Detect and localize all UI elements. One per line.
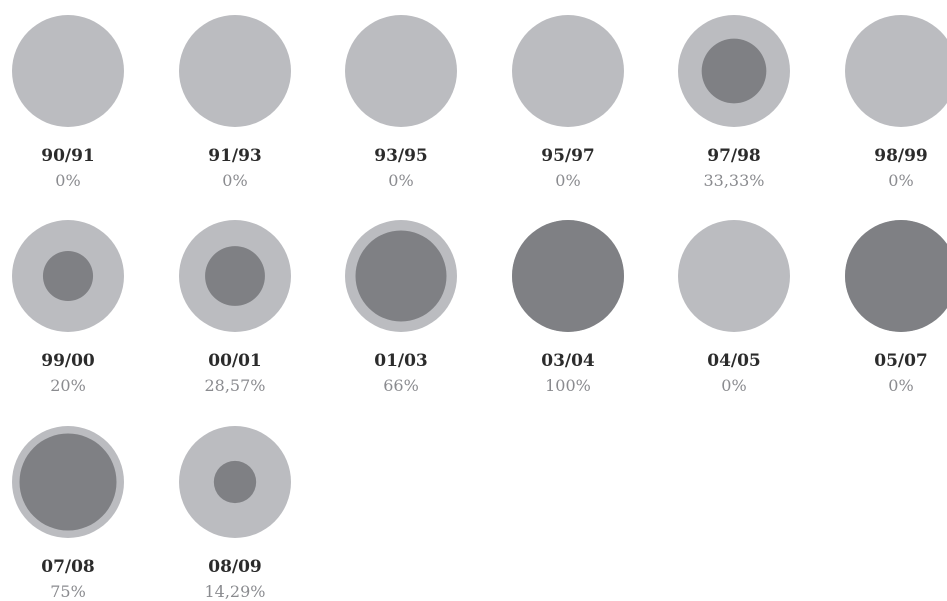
inner-circle: [701, 38, 767, 104]
period-label: 93/95: [374, 146, 428, 166]
inner-circle: [845, 220, 947, 332]
outer-circle: [345, 15, 457, 127]
period-label: 04/05: [707, 351, 761, 371]
period-label: 98/99: [874, 146, 928, 166]
value-label: 0%: [388, 171, 413, 190]
bubble-item-01-03: 01/03 66%: [345, 220, 457, 395]
value-label: 66%: [383, 376, 419, 395]
value-label: 14,29%: [204, 582, 265, 601]
bubble-item-03-04: 03/04 100%: [512, 220, 624, 395]
period-label: 00/01: [208, 351, 262, 371]
bubble-item-91-93: 91/93 0%: [179, 15, 291, 190]
bubble-item-07-08: 07/08 75%: [12, 426, 124, 601]
bubble-item-04-05: 04/05 0%: [678, 220, 790, 395]
bubble-item-99-00: 99/00 20%: [12, 220, 124, 395]
outer-circle: [179, 15, 291, 127]
period-label: 90/91: [41, 146, 95, 166]
bubble-item-05-07: 05/07 0%: [845, 220, 947, 395]
value-label: 0%: [721, 376, 746, 395]
outer-circle: [845, 15, 947, 127]
period-label: 07/08: [41, 557, 95, 577]
inner-circle: [19, 433, 117, 531]
value-label: 0%: [888, 171, 913, 190]
value-label: 0%: [222, 171, 247, 190]
inner-circle: [205, 246, 265, 306]
outer-circle: [512, 15, 624, 127]
bubble-item-95-97: 95/97 0%: [512, 15, 624, 190]
value-label: 28,57%: [204, 376, 265, 395]
value-label: 0%: [555, 171, 580, 190]
bubble-item-98-99: 98/99 0%: [845, 15, 947, 190]
bubble-item-08-09: 08/09 14,29%: [179, 426, 291, 601]
inner-circle: [213, 460, 257, 504]
period-label: 99/00: [41, 351, 95, 371]
period-label: 03/04: [541, 351, 595, 371]
inner-circle: [355, 230, 447, 322]
value-label: 100%: [545, 376, 591, 395]
value-label: 0%: [55, 171, 80, 190]
value-label: 75%: [50, 582, 86, 601]
value-label: 20%: [50, 376, 86, 395]
value-label: 0%: [888, 376, 913, 395]
outer-circle: [678, 220, 790, 332]
inner-circle: [42, 250, 94, 302]
bubble-item-00-01: 00/01 28,57%: [179, 220, 291, 395]
value-label: 33,33%: [703, 171, 764, 190]
inner-circle: [512, 220, 624, 332]
bubble-item-97-98: 97/98 33,33%: [678, 15, 790, 190]
period-label: 05/07: [874, 351, 928, 371]
period-label: 08/09: [208, 557, 262, 577]
period-label: 97/98: [707, 146, 761, 166]
period-label: 01/03: [374, 351, 428, 371]
bubble-item-93-95: 93/95 0%: [345, 15, 457, 190]
bubble-item-90-91: 90/91 0%: [12, 15, 124, 190]
period-label: 95/97: [541, 146, 595, 166]
outer-circle: [12, 15, 124, 127]
period-label: 91/93: [208, 146, 262, 166]
